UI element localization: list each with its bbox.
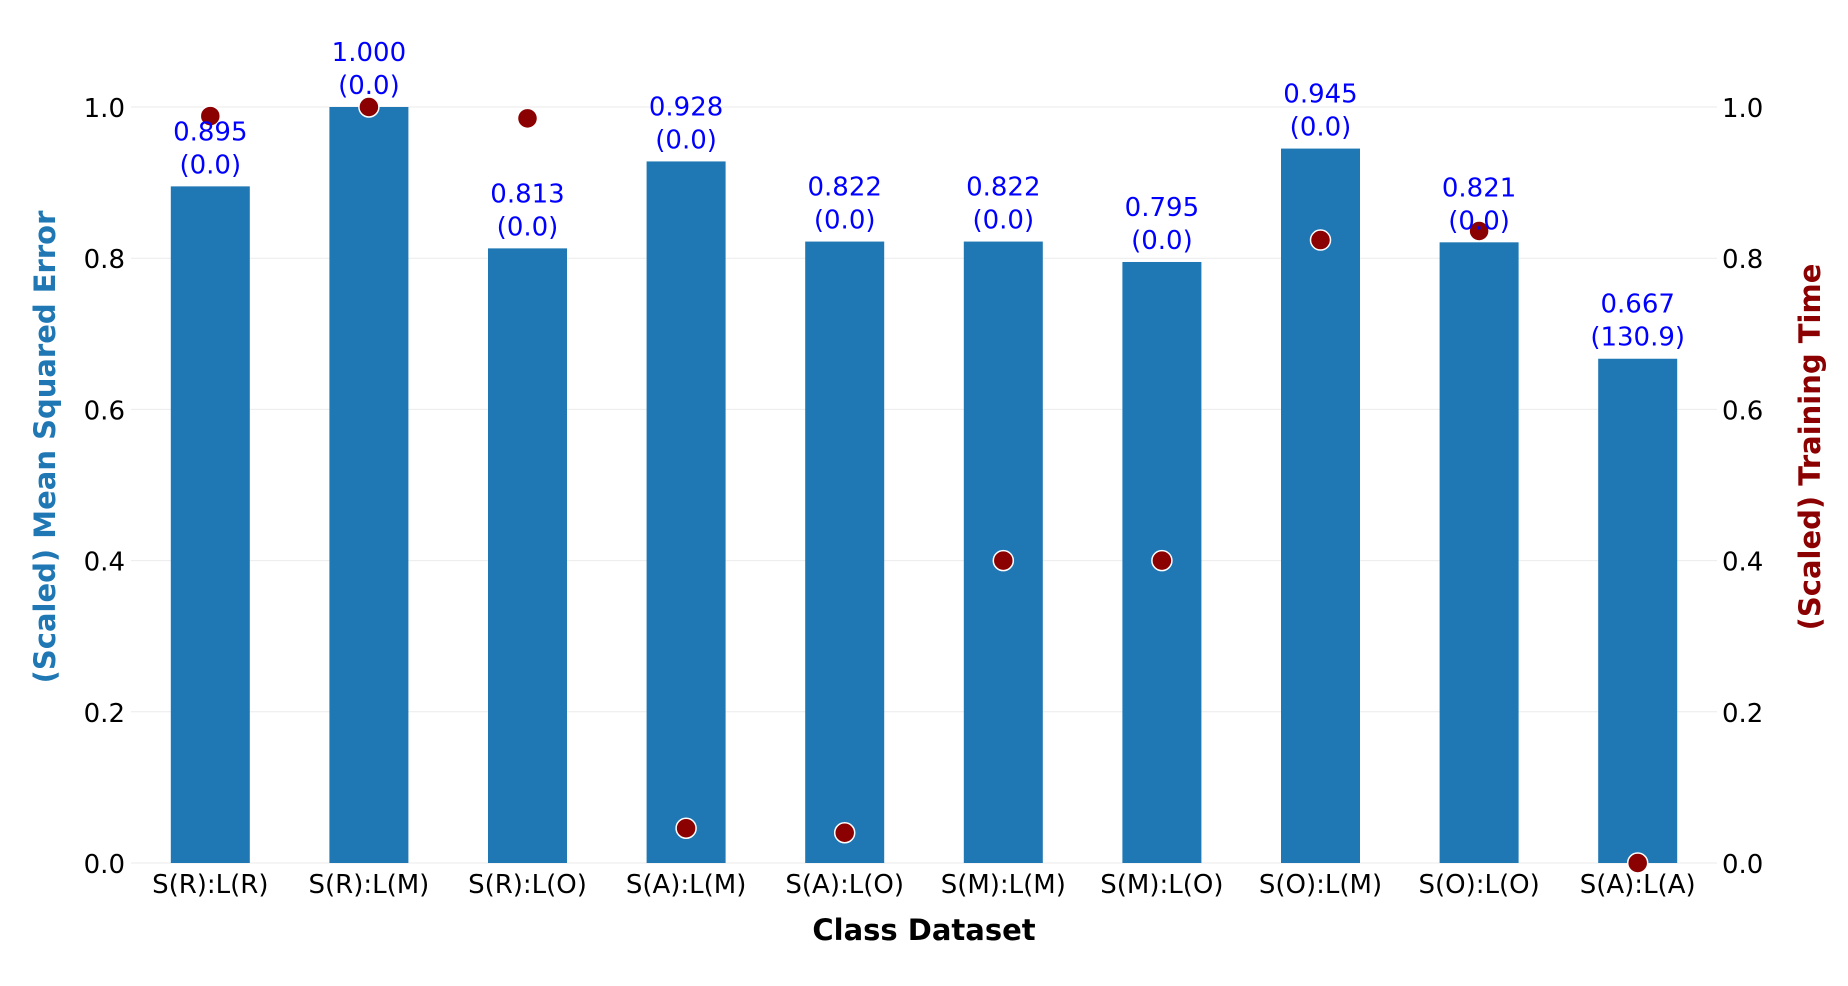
bar-value-label: 0.795 <box>1125 193 1199 223</box>
x-tick-label: S(M):L(M) <box>941 870 1066 900</box>
bar-sub-label: (130.9) <box>1590 323 1685 353</box>
y-tick-label-left: 0.2 <box>84 699 125 729</box>
y-tick-label-right: 0.4 <box>1722 548 1763 578</box>
x-tick-label: S(M):L(O) <box>1100 870 1223 900</box>
training-time-point <box>992 549 1015 572</box>
x-tick-label: S(R):L(O) <box>468 870 587 900</box>
x-tick-label: S(R):L(R) <box>152 870 268 900</box>
training-time-point <box>675 817 697 839</box>
y-tick-label-right: 0.8 <box>1722 245 1763 275</box>
bar-value-label: 1.000 <box>332 38 406 68</box>
training-time-point <box>199 105 222 127</box>
bar-sub-label: (0.0) <box>497 212 559 242</box>
axis-layer: 0.0 0.0 0.2 0.2 0.4 0.4 0.6 0.6 0.8 0.8 1.0 1.0 S(R)… <box>84 94 1764 900</box>
bar-layer <box>170 107 1678 864</box>
training-time-point <box>516 107 539 130</box>
bar <box>1439 242 1519 864</box>
y-tick-label-right: 1.0 <box>1722 94 1763 124</box>
bar <box>1281 148 1360 863</box>
training-time-point <box>1626 852 1649 874</box>
bar-sub-label: (0.0) <box>655 125 717 155</box>
x-tick-label: S(O):L(M) <box>1259 870 1382 900</box>
y-axis-title-right: (Scaled) Training Time <box>1793 264 1827 631</box>
y-tick-label-left: 0.8 <box>84 245 125 275</box>
bar-value-label: 0.822 <box>966 173 1040 203</box>
training-time-point <box>1309 229 1332 251</box>
y-axis-title-left: (Scaled) Mean Squared Error <box>28 210 62 683</box>
bar-sub-label: (0.0) <box>179 150 241 180</box>
bar <box>329 107 409 863</box>
bar-sub-label: (0.0) <box>814 206 876 236</box>
x-axis-title: Class Dataset <box>812 913 1035 947</box>
bar <box>646 161 726 863</box>
bar-sub-label: (0.0) <box>972 206 1034 236</box>
training-time-point <box>358 96 380 118</box>
bar <box>1598 358 1678 863</box>
y-tick-label-right: 0.0 <box>1722 850 1763 880</box>
bar <box>170 186 250 863</box>
bar-value-label: 0.821 <box>1442 173 1516 203</box>
bar-value-label: 0.945 <box>1283 80 1357 110</box>
bar-value-label: 0.822 <box>807 173 881 203</box>
y-tick-label-left: 1.0 <box>84 94 125 124</box>
bar-value-label: 0.895 <box>173 117 247 147</box>
y-tick-label-left: 0.0 <box>84 850 125 880</box>
x-tick-label: S(R):L(M) <box>308 870 429 900</box>
bar-sub-label: (0.0) <box>1290 113 1352 143</box>
bar <box>488 248 567 863</box>
x-tick-label: S(A):L(A) <box>1580 870 1696 900</box>
x-tick-label: S(O):L(O) <box>1418 870 1539 900</box>
y-tick-label-right: 0.6 <box>1722 396 1763 426</box>
x-tick-label: S(A):L(O) <box>785 870 904 900</box>
bar-sub-label: (0.0) <box>1448 206 1510 236</box>
training-time-point <box>1468 220 1490 242</box>
bar-sub-label: (0.0) <box>1131 226 1193 256</box>
bar-sub-label: (0.0) <box>338 71 400 101</box>
bar <box>805 241 885 863</box>
bar-value-label: 0.928 <box>649 92 723 122</box>
y-tick-label-left: 0.4 <box>84 548 125 578</box>
training-time-point <box>1151 549 1173 572</box>
y-tick-label-left: 0.6 <box>84 396 125 426</box>
point-layer <box>199 96 1649 874</box>
y-tick-label-right: 0.2 <box>1722 699 1763 729</box>
x-tick-label: S(A):L(M) <box>626 870 747 900</box>
bar-value-label: 0.813 <box>490 179 564 209</box>
training-time-point <box>833 822 856 844</box>
bar-value-label: 0.667 <box>1600 290 1674 320</box>
data-label-layer: 0.895(0.0)1.000(0.0)0.813(0.0)0.928(0.0)… <box>173 38 1685 353</box>
